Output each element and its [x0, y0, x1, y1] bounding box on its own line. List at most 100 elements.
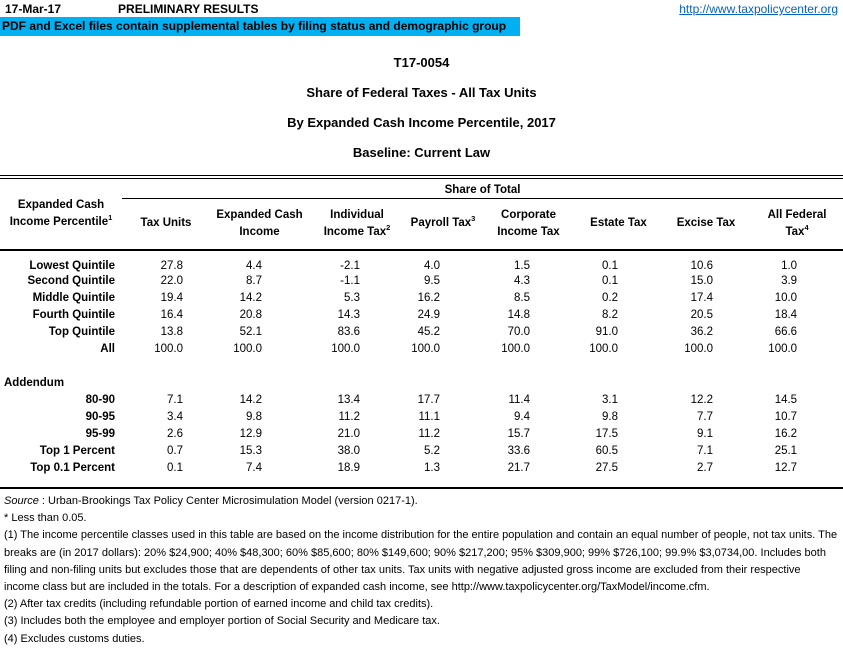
- spacer-cell: [0, 357, 843, 374]
- row-label: Top 0.1 Percent: [30, 461, 115, 474]
- cell-value: 22.0: [160, 274, 183, 287]
- column-header-row: Tax Units Expanded Cash Income Individual In…: [0, 198, 843, 251]
- cell-value: 11.1: [418, 410, 440, 423]
- column-header-7: Excise Tax: [661, 198, 751, 251]
- cell-value: 100.0: [233, 342, 262, 355]
- row-label: 95-99: [85, 427, 115, 440]
- cell-value: 8.2: [602, 308, 618, 321]
- cell-value: 9.4: [514, 410, 530, 423]
- cell-value: 20.5: [690, 308, 713, 321]
- supplemental-tables-banner: PDF and Excel files contain supplemental…: [0, 17, 521, 36]
- cell-value: 3.9: [781, 274, 798, 287]
- cell-value: 100.0: [331, 342, 360, 355]
- table-row: Lowest Quintile 27.8 4.4 -2.1 4.0 1.5 0.1 10.6 1…: [0, 250, 843, 272]
- row-label: 90-95: [85, 410, 115, 423]
- row-label: Top Quintile: [48, 325, 115, 338]
- cell-value: 38.0: [337, 444, 360, 457]
- row-label: Fourth Quintile: [32, 308, 115, 321]
- cell-value: 100.0: [768, 342, 798, 355]
- table-row: Second Quintile 22.0 8.7 -1.1 9.5 4.3 0.1 15.0 3…: [0, 272, 843, 289]
- column-header-4: Payroll Tax3: [405, 198, 481, 251]
- cell-value: 14.3: [337, 308, 360, 321]
- cell-value: 14.8: [507, 308, 530, 321]
- cell-value: 21.7: [507, 461, 530, 474]
- cell-value: 27.5: [595, 461, 618, 474]
- cell-value: 27.8: [160, 260, 183, 272]
- cell-value: 4.3: [514, 274, 530, 287]
- footnote-3: (3) Includes both the employee and emplo…: [4, 615, 440, 628]
- table-row: Fourth Quintile 16.4 20.8 14.3 24.9 14.8 8.2 20…: [0, 306, 843, 323]
- source-word: Source: [4, 495, 39, 507]
- cell-value: 10.0: [774, 291, 798, 304]
- row-label: Lowest Quintile: [29, 260, 115, 272]
- column-header-1: Tax Units: [122, 198, 210, 251]
- date-label: 17-Mar-17: [5, 2, 62, 16]
- cell-value: 13.8: [160, 325, 183, 338]
- cell-value: 11.4: [508, 393, 530, 406]
- cell-value: 18.4: [774, 308, 798, 321]
- title-block: T17-0054 Share of Federal Taxes - All Ta…: [0, 55, 843, 160]
- cell-value: 5.2: [424, 444, 440, 457]
- cell-value: 60.5: [595, 444, 618, 457]
- cell-value: 10.7: [774, 410, 798, 423]
- cell-value: 17.4: [690, 291, 713, 304]
- cell-value: 0.2: [602, 291, 618, 304]
- group-header-row: Expanded Cash Income Percentile1 Share of…: [0, 177, 843, 251]
- cell-value: 5.3: [344, 291, 360, 304]
- spacer-row: [0, 476, 843, 488]
- cell-value: 21.0: [337, 427, 360, 440]
- cell-value: 4.0: [424, 260, 440, 272]
- cell-value: -1.1: [340, 274, 360, 287]
- cell-value: 100.0: [154, 342, 183, 355]
- cell-value: 3.4: [167, 410, 183, 423]
- cell-value: 7.1: [167, 393, 183, 406]
- cell-value: 7.1: [697, 444, 713, 457]
- footnote-4: (4) Excludes customs duties.: [4, 632, 145, 645]
- footnote-1: (1) The income percentile classes used i…: [4, 529, 838, 594]
- cell-value: 9.5: [424, 274, 440, 287]
- cell-value: 14.2: [239, 393, 262, 406]
- cell-value: 91.0: [595, 325, 618, 338]
- cell-value: 20.8: [239, 308, 262, 321]
- cell-value: 100.0: [411, 342, 440, 355]
- table-row: 95-99 2.6 12.9 21.0 11.2 15.7 17.5 9.1 16.2: [0, 425, 843, 442]
- cell-value: 7.4: [246, 461, 262, 474]
- cell-value: 17.7: [417, 393, 440, 406]
- cell-value: 18.9: [337, 461, 360, 474]
- footnote-source: Source : Urban-Brookings Tax Policy Cent…: [4, 493, 838, 510]
- column-header-5: Corporate Income Tax: [481, 198, 576, 251]
- cell-value: 13.4: [337, 393, 360, 406]
- cell-value: 100.0: [589, 342, 618, 355]
- table-row: 90-95 3.4 9.8 11.2 11.1 9.4 9.8 7.7 10.7: [0, 408, 843, 425]
- table-row: Top 1 Percent 0.7 15.3 38.0 5.2 33.6 60.5 7.1 25…: [0, 442, 843, 459]
- cell-value: 11.2: [338, 410, 360, 423]
- cell-value: 33.6: [507, 444, 530, 457]
- cell-value: 4.4: [246, 260, 262, 272]
- cell-value: 24.9: [417, 308, 440, 321]
- table-baseline: Baseline: Current Law: [352, 145, 491, 160]
- cell-value: 0.1: [602, 274, 618, 287]
- banner-row: PDF and Excel files contain supplemental…: [0, 16, 843, 36]
- table-row: Middle Quintile 19.4 14.2 5.3 16.2 8.5 0.2 17.4…: [0, 289, 843, 306]
- footnote-asterisk: * Less than 0.05.: [4, 512, 87, 525]
- cell-value: -2.1: [340, 260, 360, 272]
- cell-value: 52.1: [239, 325, 262, 338]
- cell-value: 14.2: [239, 291, 262, 304]
- header-bar: 17-Mar-17 PRELIMINARY RESULTS http://www…: [0, 0, 843, 16]
- row-label: Middle Quintile: [32, 291, 115, 304]
- cell-value: 0.1: [602, 260, 618, 272]
- row-label: Top 1 Percent: [39, 444, 115, 457]
- table-subtitle: By Expanded Cash Income Percentile, 2017: [287, 115, 556, 130]
- table-row: All 100.0 100.0 100.0 100.0 100.0 100.0 100.0 10…: [0, 340, 843, 357]
- cell-value: 70.0: [507, 325, 530, 338]
- cell-value: 3.1: [602, 393, 618, 406]
- cell-value: 7.7: [697, 410, 713, 423]
- website-link[interactable]: http://www.taxpolicycenter.org: [679, 2, 838, 16]
- cell-value: 15.0: [690, 274, 713, 287]
- cell-value: 100.0: [684, 342, 713, 355]
- table-row: 80-90 7.1 14.2 13.4 17.7 11.4 3.1 12.2 14.5: [0, 391, 843, 408]
- cell-value: 16.4: [160, 308, 183, 321]
- source-text: : Urban-Brookings Tax Policy Center Micr…: [38, 495, 418, 507]
- table-row: Top Quintile 13.8 52.1 83.6 45.2 70.0 91.0 36.2…: [0, 323, 843, 340]
